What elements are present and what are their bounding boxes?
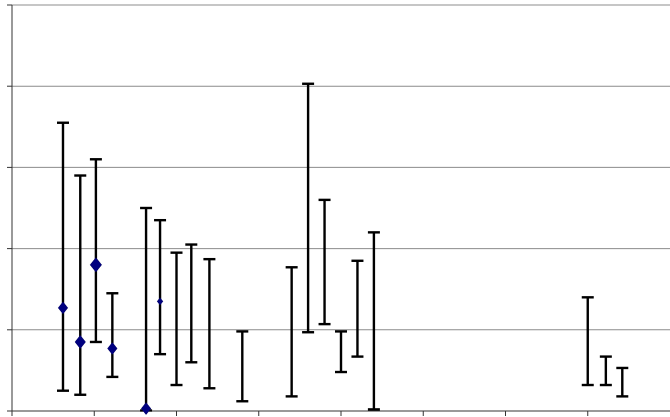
axes [7, 4, 670, 416]
error-bar-point [140, 206, 153, 415]
error-bar-point [106, 292, 119, 379]
error-bar-point [89, 158, 102, 344]
gridlines [12, 4, 670, 331]
series-errorbars [56, 82, 629, 415]
error-bar-point [203, 257, 216, 390]
error-bar-point [367, 231, 380, 411]
error-bar-point [154, 218, 167, 356]
error-bar-point [581, 296, 594, 387]
error-bar-point [351, 259, 364, 358]
error-bar-point [318, 198, 331, 326]
error-bar-point [302, 82, 315, 334]
error-bar-point [236, 330, 249, 403]
error-bar-point [56, 121, 69, 392]
diamond-marker [57, 301, 69, 315]
error-bar-point [74, 174, 87, 396]
diamond-marker [156, 297, 164, 306]
error-bar-point [616, 366, 629, 398]
diamond-marker [89, 257, 102, 273]
error-bar-point [285, 266, 298, 398]
diamond-marker [107, 342, 118, 355]
error-bar-point [335, 330, 347, 374]
error-bar-point [185, 243, 198, 364]
error-bar-point [599, 355, 612, 387]
diamond-marker [140, 402, 152, 415]
diamond-marker [74, 334, 86, 349]
error-bar-point [170, 251, 183, 387]
